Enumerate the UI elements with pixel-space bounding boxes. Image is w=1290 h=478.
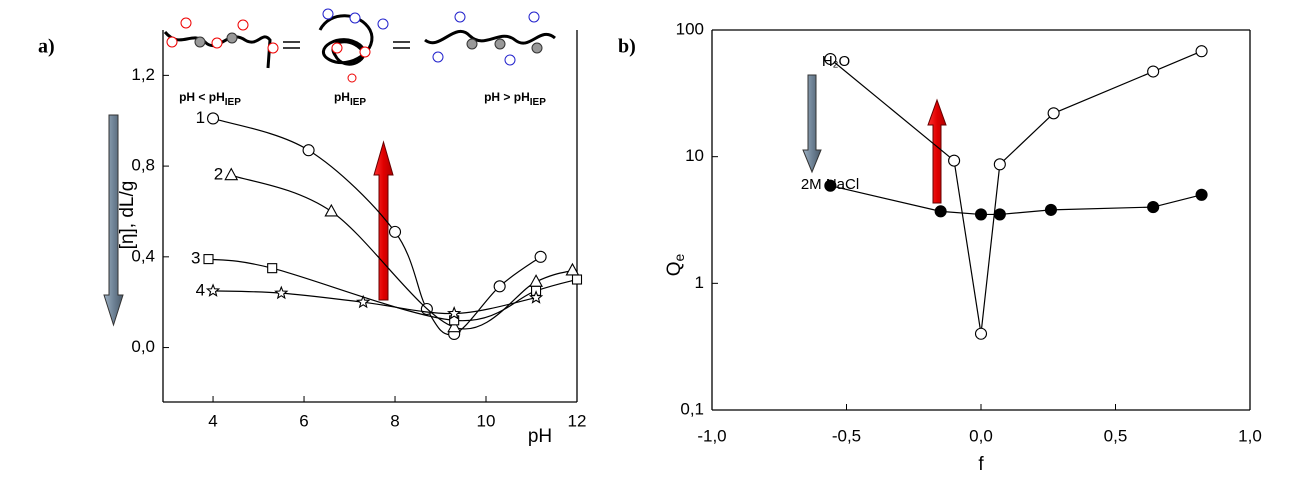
- marker: [571, 274, 583, 285]
- marker: [224, 167, 239, 181]
- chart: b) -1,0 -0,5 0,0 0,5 1,0 0,1 1 10 100 f Qe H₂O 2M NaC…: [618, 19, 1262, 475]
- marker: [534, 250, 547, 263]
- marker: [203, 254, 214, 265]
- marker: [388, 225, 402, 238]
- marker: [824, 52, 837, 66]
- marker: [1047, 107, 1060, 120]
- marker: [267, 263, 278, 274]
- panel-label: a): [38, 36, 55, 58]
- marker: [1195, 188, 1208, 201]
- caption-text: pH < pH: [179, 90, 225, 104]
- marker: [1147, 65, 1160, 78]
- marker: [274, 285, 289, 300]
- x-tick-label: 6: [299, 411, 308, 430]
- red-arrow: [927, 98, 947, 204]
- series-label: 1: [196, 108, 205, 127]
- red-arrow: [373, 140, 394, 301]
- x-axis-label: pH: [528, 426, 552, 447]
- y-axis-label: [η], dL/g: [117, 181, 138, 250]
- y-axis-label-sub: e: [671, 254, 687, 262]
- chart: a)4 6 8 10 120,00,40,81,2pH[η], dL/gpH < pHI…: [38, 30, 586, 447]
- marker: [993, 158, 1006, 171]
- x-tick-label: 4: [208, 411, 217, 430]
- caption: pH > pHIEP: [484, 90, 546, 107]
- marker: [974, 327, 988, 340]
- marker: [205, 283, 221, 297]
- series-label: 3: [191, 249, 200, 268]
- marker: [934, 205, 947, 218]
- marker: [206, 112, 220, 125]
- marker: [1195, 45, 1208, 58]
- marker: [447, 306, 462, 320]
- x-tick-label: 12: [568, 411, 587, 430]
- marker: [974, 208, 988, 221]
- marker: [993, 208, 1006, 221]
- gray-arrow: [103, 114, 124, 327]
- caption: pHIEP: [334, 90, 366, 107]
- x-axis-label: f: [978, 454, 984, 475]
- y-axis-label-text: Q: [664, 262, 685, 277]
- marker: [1147, 201, 1160, 214]
- caption-text: pH > pH: [484, 90, 530, 104]
- y-axis-label-text: [η], dL/g: [117, 181, 138, 250]
- y-tick-label: 0,8: [131, 156, 155, 175]
- marker: [1044, 203, 1057, 216]
- series-line: [829, 50, 1202, 334]
- y-axis-label: Qe: [664, 254, 687, 277]
- x-tick-label: 0,0: [969, 426, 993, 445]
- marker: [948, 154, 961, 167]
- y-tick-label: 0,0: [131, 337, 155, 356]
- marker: [529, 274, 543, 287]
- y-tick-label: 10: [685, 146, 704, 165]
- y-tick-label: 0,4: [131, 246, 155, 265]
- series-line: [213, 290, 537, 315]
- caption-sub: IEP: [350, 97, 366, 108]
- x-tick-label: 0,5: [1104, 426, 1128, 445]
- gray-arrow: [802, 74, 822, 174]
- caption: pH < pHIEP: [179, 90, 241, 107]
- y-tick-label: 1: [695, 273, 704, 292]
- x-tick-label: 10: [477, 411, 496, 430]
- series-line: [208, 258, 578, 322]
- series-line: [231, 174, 573, 330]
- panel-label: b): [618, 36, 636, 58]
- caption-text: pH: [334, 90, 350, 104]
- y-tick-label: 100: [676, 19, 704, 38]
- caption-sub: IEP: [225, 97, 241, 108]
- series-label: 2: [214, 165, 223, 184]
- marker: [324, 203, 339, 217]
- y-tick-label: 1,2: [131, 65, 155, 84]
- caption-sub: IEP: [530, 97, 546, 108]
- y-tick-label: 0,1: [680, 399, 704, 418]
- marker: [824, 179, 837, 192]
- series-line: [830, 185, 1202, 216]
- marker: [302, 144, 315, 157]
- charges: [166, 8, 543, 83]
- x-tick-label: 8: [390, 411, 399, 430]
- marker: [493, 280, 506, 293]
- series-label: 2M NaCl: [801, 176, 859, 193]
- x-tick-label: -1,0: [697, 426, 726, 445]
- series-label: H₂O: [822, 53, 850, 70]
- marker: [528, 290, 544, 304]
- x-tick-label: -0,5: [832, 426, 861, 445]
- marker: [356, 294, 371, 309]
- series-line: [212, 117, 541, 336]
- series-label: 4: [196, 280, 205, 299]
- x-tick-label: 1,0: [1238, 426, 1262, 445]
- marker: [447, 319, 462, 333]
